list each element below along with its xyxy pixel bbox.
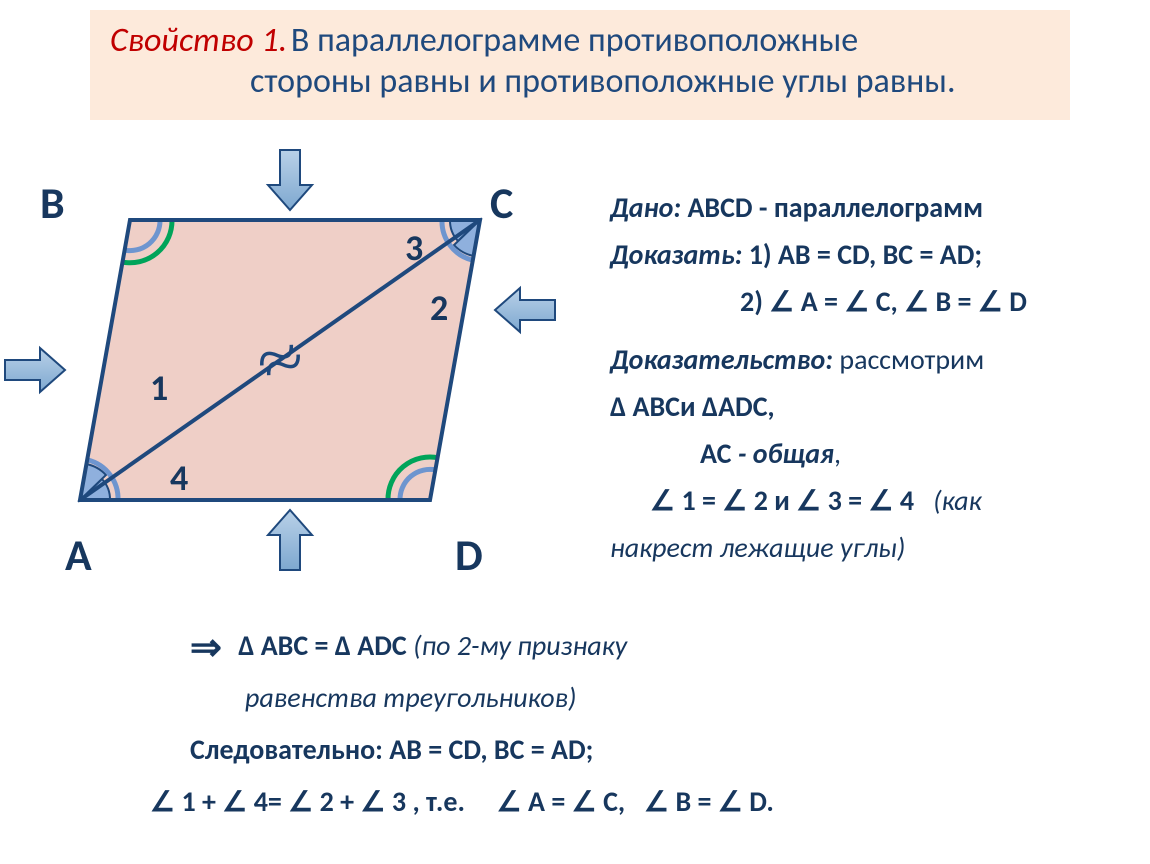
- arrow-right-icon: [495, 288, 555, 332]
- parallelogram-diagram: B C A D 1 2 3 4: [10, 170, 590, 590]
- statement-line-2: стороны равны и противоположные углы рав…: [110, 61, 956, 102]
- concl-row-3: Следовательно: AB = CD, BC = AD;: [190, 729, 1090, 771]
- concl-4d: 3 , т.е.: [392, 784, 465, 819]
- proof-3a: AC: [700, 436, 731, 471]
- angle-icon: ∠: [769, 286, 794, 317]
- angle-icon: ∠: [796, 485, 821, 516]
- angle-icon: ∠: [868, 485, 893, 516]
- given-label: Дано:: [610, 190, 681, 225]
- concl-3a: Следовательно:: [190, 732, 383, 767]
- prove-2e: D: [1009, 284, 1027, 319]
- vertex-c-label: C: [490, 176, 513, 230]
- proof-row-3: AC - общая,: [610, 434, 1140, 473]
- proof-row-4: ∠ 1 = ∠ 2 и ∠ 3 = ∠ 4 (как: [610, 481, 1140, 520]
- prove-2b: A =: [801, 284, 838, 319]
- angle-icon: ∠: [978, 286, 1003, 317]
- angle-icon: ∠: [904, 286, 929, 317]
- angle-icon: ∠: [360, 786, 385, 817]
- angle-icon: ∠: [150, 786, 175, 817]
- proof-4d: 4: [900, 483, 914, 518]
- prove-2c: C,: [876, 284, 898, 319]
- implies-icon: ⇒: [190, 620, 222, 677]
- prove-2d: B =: [936, 284, 972, 319]
- concl-4h: D.: [749, 784, 774, 819]
- arrow-bottom-icon: [268, 510, 312, 570]
- angle-icon: ∠: [718, 786, 743, 817]
- concl-row-2: равенства треугольников): [190, 677, 1090, 719]
- angle-2-label: 2: [430, 286, 448, 330]
- concl-1: Δ ABC = Δ ADC: [238, 628, 407, 663]
- concl-row-1: ⇒ Δ ABC = Δ ADC (по 2-му признаку: [190, 620, 1090, 677]
- proof-4c: 3 =: [828, 483, 862, 518]
- proof-4a: 1 =: [681, 483, 715, 518]
- vertex-d-label: D: [455, 528, 483, 582]
- property-header: Свойство 1. В параллелограмме противопол…: [90, 10, 1070, 120]
- angle-3-label: 3: [405, 226, 423, 270]
- vertex-a-label: A: [65, 528, 92, 582]
- vertex-b-label: B: [40, 176, 65, 230]
- angle-icon: ∠: [288, 786, 313, 817]
- angle-icon: ∠: [844, 286, 869, 317]
- arrow-left-icon: [5, 348, 65, 392]
- proof-4b: 2 и: [754, 483, 790, 518]
- proof-1: рассмотрим: [839, 342, 984, 377]
- concl-4f: C,: [603, 784, 625, 819]
- concl-4e: A =: [528, 784, 565, 819]
- angle-icon: ∠: [722, 485, 747, 516]
- statement-line-1: В параллелограмме противоположные: [291, 20, 858, 61]
- angle-1-label: 1: [150, 366, 168, 410]
- slide: Свойство 1. В параллелограмме противопол…: [0, 0, 1150, 864]
- proof-label: Доказательство:: [610, 342, 833, 377]
- prove-2: 2): [740, 284, 763, 319]
- proof-3b: - общая: [738, 436, 834, 471]
- proof-row-1: Доказательство: рассмотрим: [610, 340, 1140, 379]
- given-body: ABCD - параллелограмм: [687, 190, 983, 225]
- arrow-top-icon: [268, 150, 312, 210]
- diagram-svg: B C A D 1 2 3 4: [10, 170, 590, 590]
- concl-4g: B =: [676, 784, 712, 819]
- proof-4e: (как: [933, 483, 981, 518]
- concl-3b: AB = CD, BC = AD;: [389, 732, 593, 767]
- property-label: Свойство 1.: [110, 20, 287, 61]
- prove-1: 1) AB = CD, BC = AD;: [749, 237, 982, 272]
- proof-row-5: накрест лежащие углы): [610, 528, 1140, 567]
- concl-row-4: ∠ 1 + ∠ 4= ∠ 2 + ∠ 3 , т.е. ∠ A = ∠ C, ∠…: [150, 781, 1090, 823]
- given-row: Дано: ABCD - параллелограмм: [610, 188, 1140, 227]
- prove-label: Доказать:: [610, 237, 742, 272]
- angle-4-label: 4: [170, 456, 188, 500]
- prove-row-1: Доказать: 1) AB = CD, BC = AD;: [610, 235, 1140, 274]
- concl-4b: 4=: [254, 784, 282, 819]
- angle-icon: ∠: [572, 786, 597, 817]
- concl-1b: (по 2-му признаку: [413, 628, 627, 663]
- concl-4a: 1 +: [181, 784, 215, 819]
- angle-icon: ∠: [650, 485, 675, 516]
- proof-row-2: Δ ABCи ΔADC,: [610, 387, 1140, 426]
- conclusion-block: ⇒ Δ ABC = Δ ADC (по 2-му признаку равенс…: [190, 620, 1090, 823]
- angle-icon: ∠: [644, 786, 669, 817]
- angle-icon: ∠: [497, 786, 522, 817]
- proof-text: Дано: ABCD - параллелограмм Доказать: 1)…: [610, 180, 1140, 576]
- prove-row-2: 2) ∠ A = ∠ C, ∠ B = ∠ D: [610, 282, 1140, 321]
- angle-icon: ∠: [222, 786, 247, 817]
- concl-4c: 2 +: [320, 784, 354, 819]
